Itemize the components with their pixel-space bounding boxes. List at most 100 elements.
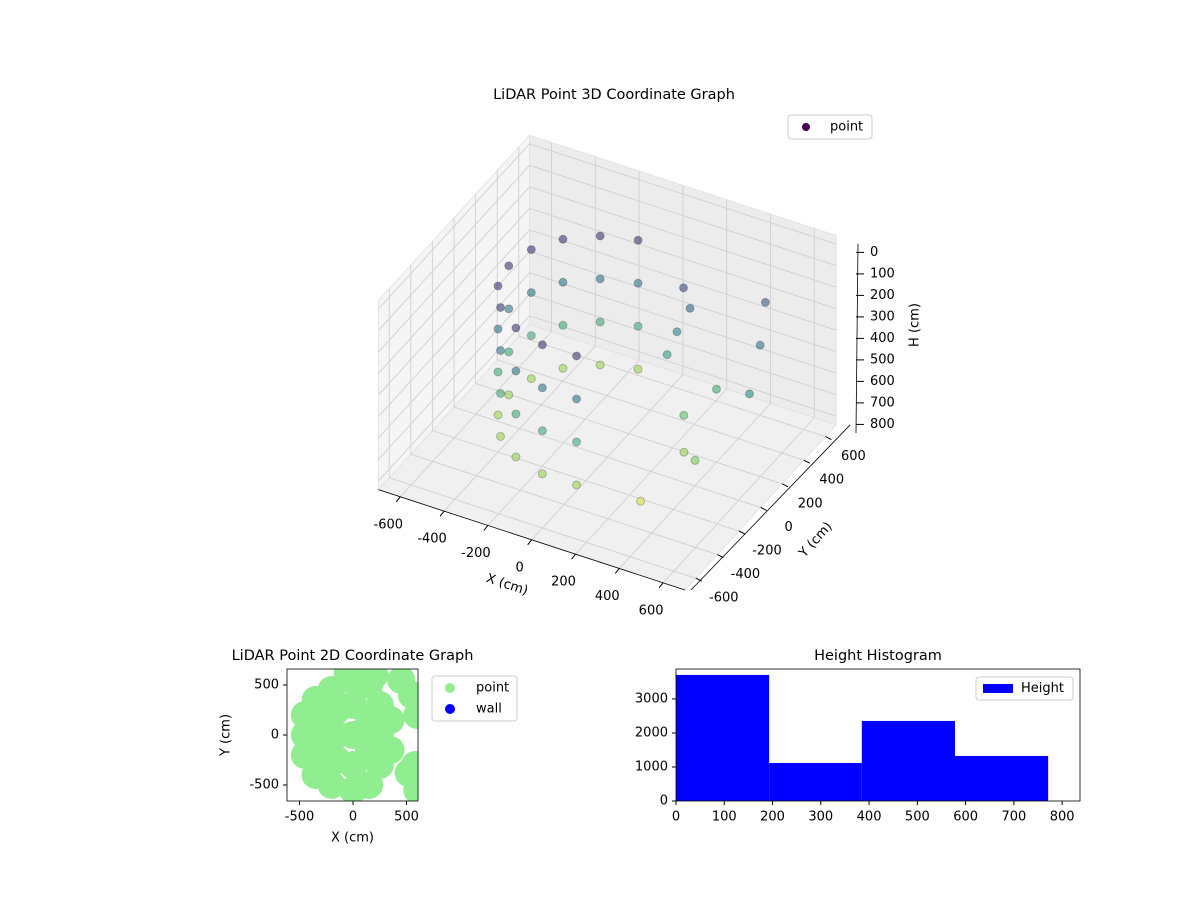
x-tick <box>439 510 445 517</box>
point <box>679 410 689 420</box>
x-tick-label: 600 <box>953 810 978 825</box>
grid-line <box>378 251 530 417</box>
y-axis-label: Y (cm) <box>219 714 234 757</box>
x-tick-label: -400 <box>417 532 447 547</box>
y-tick-label: 0 <box>660 794 668 809</box>
z-tick-label: 200 <box>870 288 895 303</box>
point <box>595 231 605 241</box>
y-tick-label: 3000 <box>635 691 668 706</box>
z-tick-label: 400 <box>870 331 895 346</box>
z-tick-label: 600 <box>870 374 895 389</box>
point <box>558 320 568 330</box>
y-tick <box>695 577 703 582</box>
point <box>317 771 346 799</box>
bar <box>861 720 955 801</box>
bar <box>676 674 770 801</box>
grid-line <box>378 315 530 482</box>
point <box>662 350 672 360</box>
z-tick-label: 700 <box>870 395 895 410</box>
z-axis-label: H (cm) <box>908 303 923 347</box>
axes-frame <box>675 668 1081 802</box>
point <box>511 409 521 419</box>
legend-label: Height <box>1021 681 1064 696</box>
x-tick-label: 100 <box>712 810 737 825</box>
x-tick <box>527 539 533 546</box>
grid-line <box>432 430 740 532</box>
chart-title: Height Histogram <box>814 648 942 664</box>
grid-line <box>529 315 837 417</box>
y-tick-label: 0 <box>784 520 792 535</box>
point <box>537 340 547 350</box>
bar <box>954 755 1049 801</box>
point <box>496 302 506 312</box>
plot-area <box>290 669 418 801</box>
y-tick-label: 400 <box>819 473 844 488</box>
x-tick-label: -500 <box>285 810 315 825</box>
x-tick-label: 400 <box>857 810 882 825</box>
point <box>595 274 605 284</box>
grid-line <box>378 294 530 460</box>
grid-line <box>529 164 837 267</box>
grid-line <box>529 293 837 396</box>
y-tick <box>781 483 789 488</box>
point <box>526 288 536 298</box>
x-tick-label: 400 <box>595 589 620 604</box>
y-tick-label: -400 <box>731 567 761 582</box>
x-tick <box>614 568 620 574</box>
z-axis-line <box>855 243 859 434</box>
point <box>403 776 418 801</box>
point <box>496 388 506 398</box>
z-tick-label: 300 <box>870 309 895 324</box>
y-tick <box>760 506 767 511</box>
legend-label: point <box>476 681 509 696</box>
y-tick <box>738 530 746 535</box>
grid-line <box>529 207 837 310</box>
x-tick <box>395 496 401 503</box>
grid-line <box>453 406 761 508</box>
point <box>679 447 689 457</box>
x-tick-label: 700 <box>1001 810 1026 825</box>
point <box>636 496 646 506</box>
grid-line <box>529 250 837 353</box>
point <box>572 394 582 404</box>
point <box>403 701 418 729</box>
point <box>679 283 688 293</box>
y-tick <box>825 436 832 441</box>
grid-line <box>497 359 804 461</box>
x-tick-label: 0 <box>516 560 524 575</box>
y-tick-label: -200 <box>752 544 782 559</box>
point <box>504 304 514 314</box>
z-tick-label: 800 <box>870 417 895 432</box>
y-tick-label: 1000 <box>635 759 668 774</box>
grid-line <box>378 272 530 439</box>
point <box>633 364 643 374</box>
point <box>360 669 389 689</box>
bar <box>769 762 862 801</box>
grid-line <box>518 335 826 438</box>
grid-line <box>389 477 696 579</box>
x-tick <box>571 553 576 560</box>
legend-box <box>787 114 873 140</box>
y-tick-label: 200 <box>798 496 823 511</box>
point <box>690 455 700 465</box>
x-tick-label: 0 <box>672 810 680 825</box>
point <box>595 317 605 327</box>
grid-line <box>378 165 530 331</box>
point <box>496 431 506 441</box>
legend-box <box>975 676 1074 701</box>
point <box>685 303 695 313</box>
x-tick-label: -200 <box>461 546 491 561</box>
point <box>572 480 582 490</box>
x-tick-label: 300 <box>808 810 833 825</box>
point <box>760 297 770 307</box>
point <box>493 410 503 420</box>
legend-marker <box>445 704 455 714</box>
y-axis-line <box>690 424 851 591</box>
grid-line <box>378 186 530 353</box>
x-tick-label: 200 <box>760 810 785 825</box>
point <box>493 367 503 377</box>
y-tick-label: -600 <box>709 591 739 606</box>
point <box>537 383 547 393</box>
grid-line <box>378 143 530 310</box>
